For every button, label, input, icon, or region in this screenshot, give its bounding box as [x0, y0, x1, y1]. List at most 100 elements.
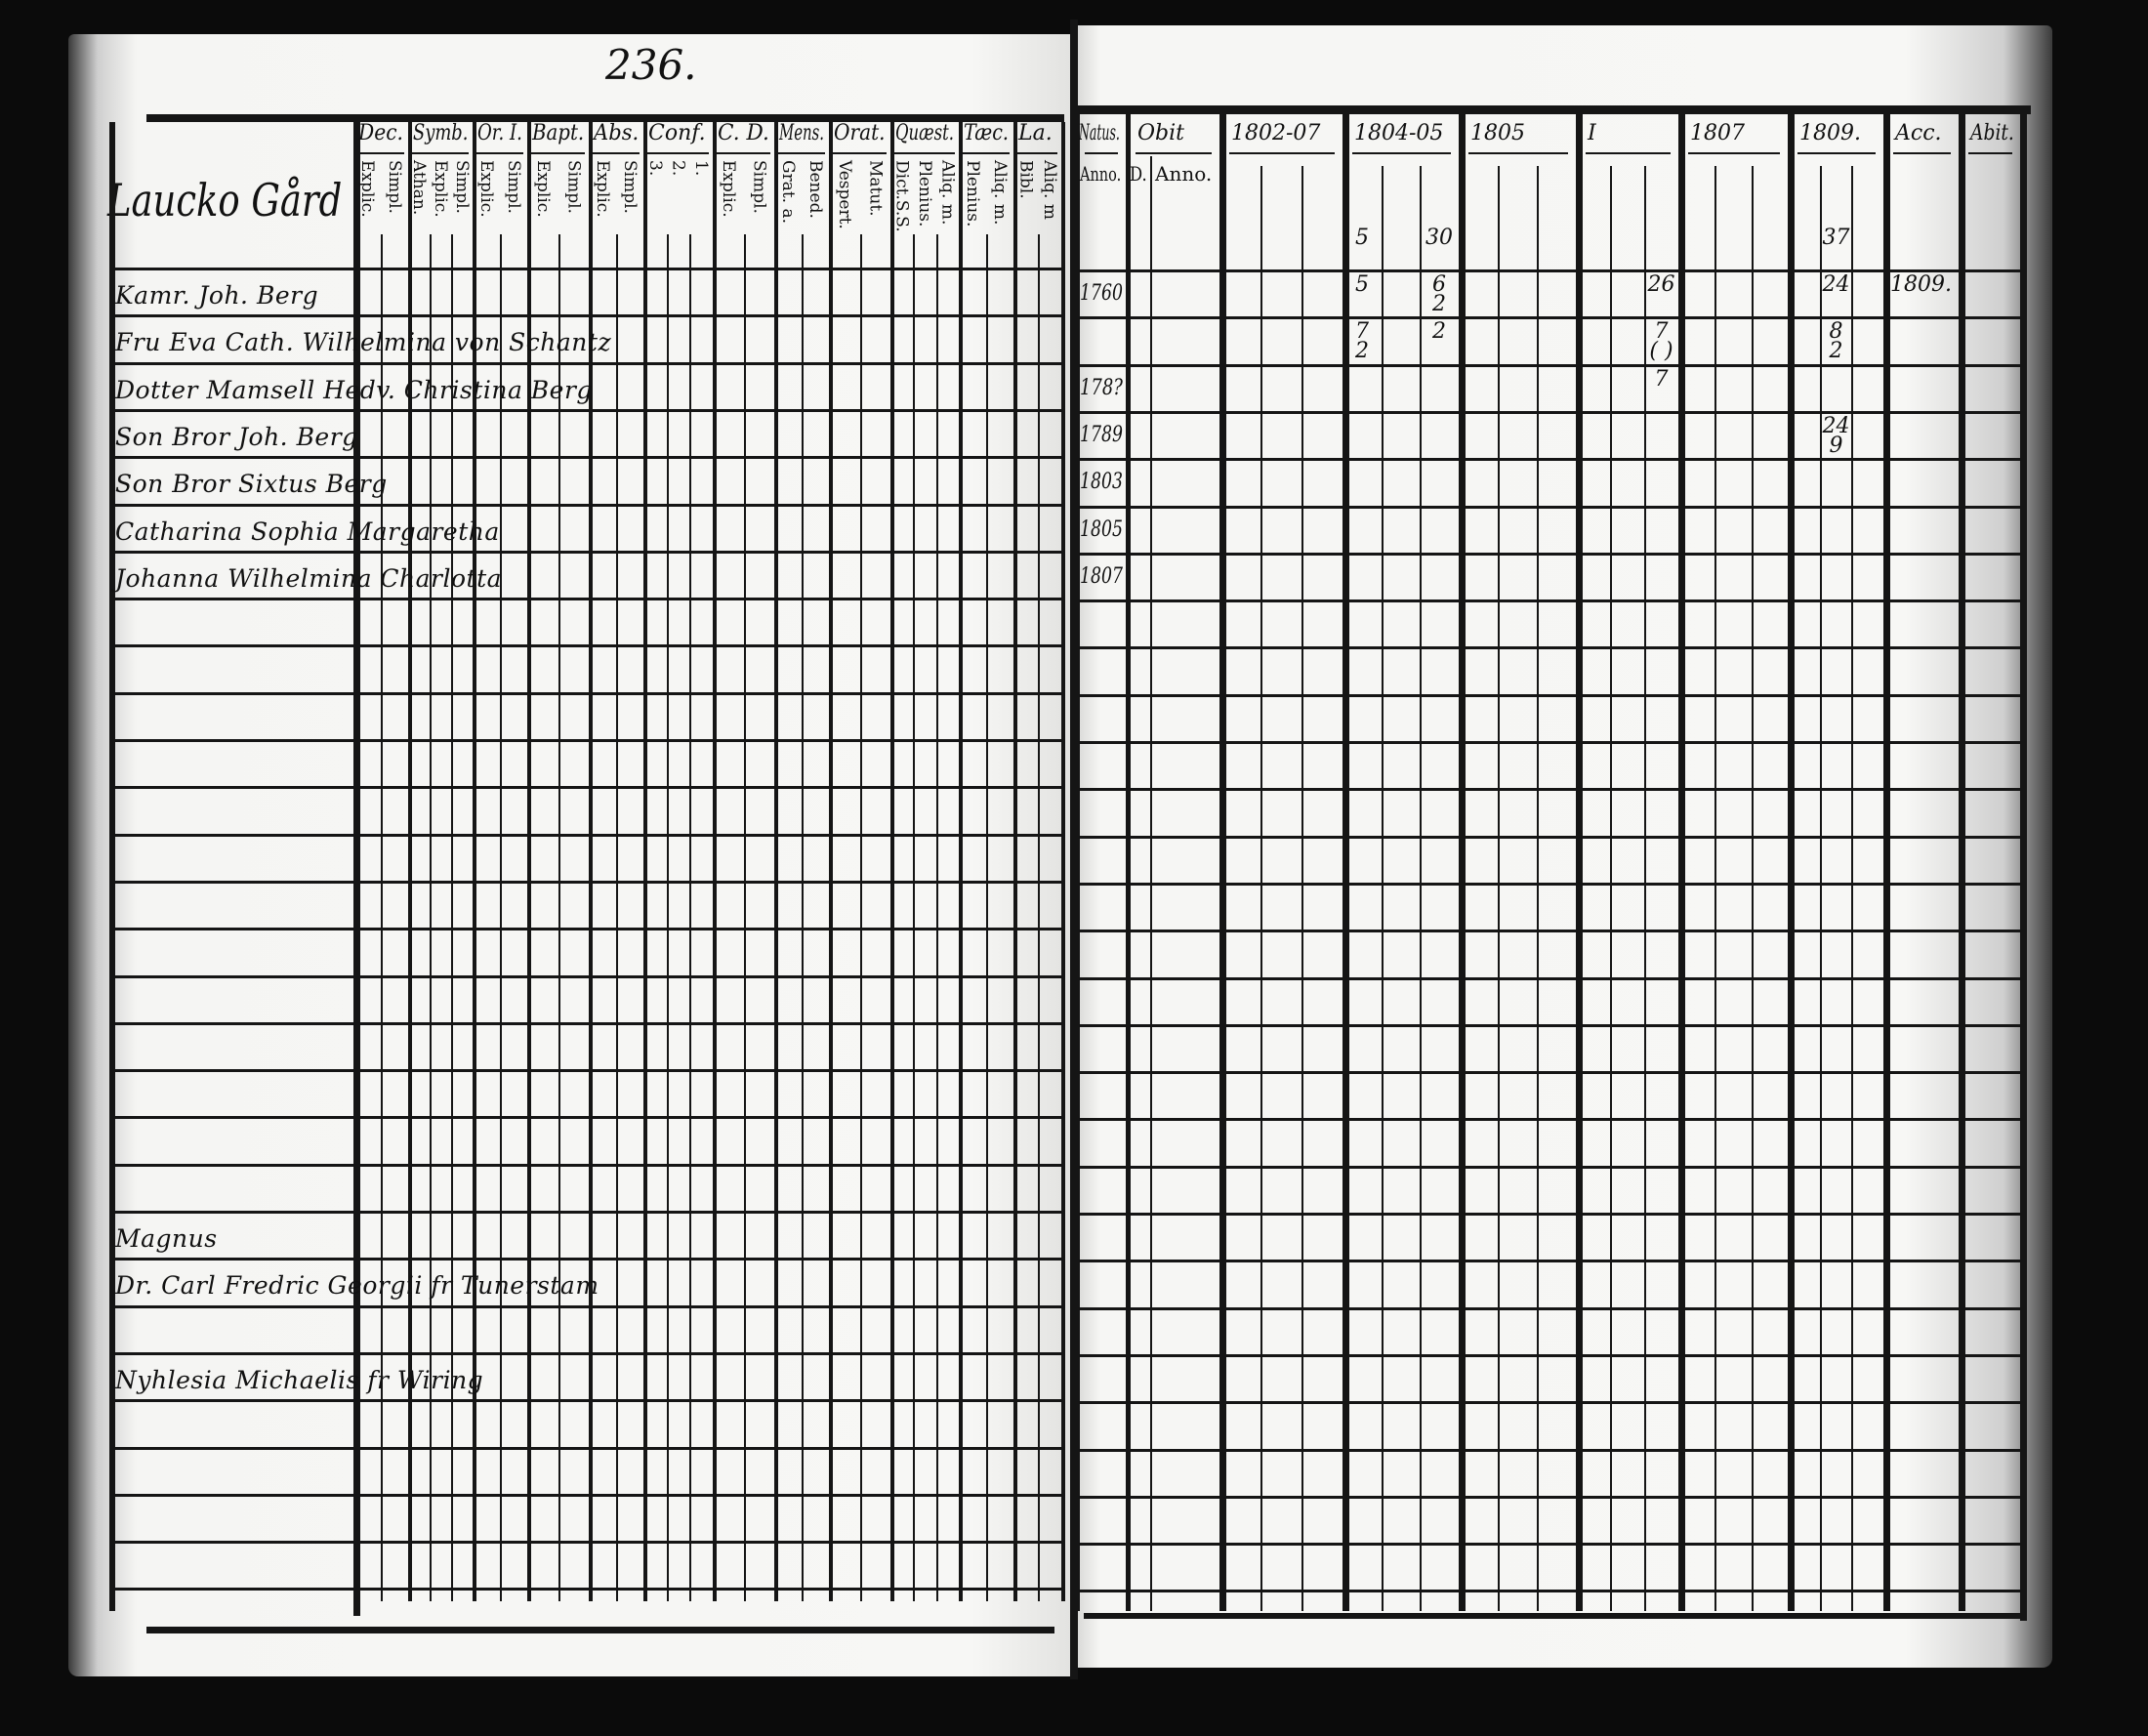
- header-rule: [1075, 105, 2031, 114]
- row-line: [109, 1494, 1061, 1497]
- column-header: Quæst.: [895, 121, 955, 145]
- row-line: [109, 551, 1061, 554]
- person-name: Kamr. Joh. Berg: [115, 281, 319, 310]
- row-line: [109, 975, 1061, 978]
- column-subheader: Dict.S.S.: [891, 160, 912, 232]
- column-header: Conf.: [648, 121, 706, 145]
- header-underline: [476, 152, 523, 154]
- column-header: Mens.: [779, 121, 824, 145]
- sub-column-line: [689, 234, 691, 1601]
- register-entry: 2: [1432, 319, 1446, 344]
- sub-column-line: [936, 234, 938, 1601]
- margin-line: [109, 122, 115, 1611]
- register-entry: 5: [1355, 272, 1369, 297]
- row-line: [1079, 930, 2020, 932]
- sub-column-line: [986, 234, 988, 1601]
- page-number: 236.: [605, 41, 697, 89]
- sub-column-line: [1301, 166, 1303, 1611]
- row-line: [109, 692, 1061, 695]
- column-subheader: Explic.: [357, 160, 377, 218]
- bottom-rule: [146, 1627, 1054, 1633]
- row-line: [109, 644, 1061, 647]
- person-name: Son Bror Joh. Berg: [115, 423, 358, 451]
- column-subheader: Plenius.: [915, 160, 934, 227]
- column-line: [2020, 113, 2027, 1621]
- column-subheader: Simpl.: [620, 160, 640, 214]
- register-entry: 37: [1822, 226, 1850, 250]
- sub-column-line: [744, 234, 746, 1601]
- column-header: 1807: [1690, 121, 1745, 145]
- row-line: [1079, 1260, 2020, 1262]
- column-subheader: Athan.: [409, 160, 429, 216]
- column-header: Or. I.: [477, 121, 522, 145]
- register-entry: 30: [1425, 226, 1453, 250]
- column-header: Dec.: [358, 121, 403, 145]
- row-line: [1079, 1166, 2020, 1169]
- farm-name: Laucko Gård: [107, 174, 343, 227]
- column-subheader: Aliq. m: [1039, 160, 1059, 220]
- header-underline: [593, 152, 640, 154]
- person-name: Johanna Wilhelmina Charlotta: [115, 564, 503, 593]
- column-header: Orat.: [834, 121, 886, 145]
- header-underline: [1085, 152, 1118, 154]
- book-gutter: [1070, 20, 1078, 1679]
- column-subheader: Explic.: [532, 160, 553, 218]
- person-name: Magnus: [115, 1224, 218, 1253]
- row-line: [109, 1211, 1061, 1214]
- header-rule: [146, 114, 1064, 122]
- row-line: [1079, 599, 2020, 602]
- sub-column-line: [1038, 234, 1040, 1601]
- column-subheader: Explic.: [718, 160, 738, 218]
- header-underline: [778, 152, 825, 154]
- row-line: [109, 834, 1061, 837]
- sub-column-line: [430, 234, 432, 1601]
- row-line: [109, 1399, 1061, 1402]
- row-line: [109, 362, 1061, 365]
- grid-line: [589, 122, 593, 1601]
- row-line: [1079, 977, 2020, 980]
- person-name: Nyhlesia Michaelis fr Wiring: [115, 1366, 484, 1394]
- sub-column-line: [1382, 166, 1384, 1611]
- grid-line: [774, 122, 778, 1601]
- sub-column-line: [616, 234, 618, 1601]
- bottom-rule: [1084, 1613, 2020, 1619]
- row-line: [109, 881, 1061, 884]
- column-subheader: 3.: [644, 160, 665, 177]
- birth-year: 1760: [1080, 281, 1124, 306]
- grid-line: [890, 122, 894, 1601]
- name-column-line: [353, 122, 360, 1616]
- header-underline: [1352, 152, 1451, 154]
- person-name: Fru Eva Cath. Wilhelmina von Schantz: [115, 328, 612, 356]
- column-header: Natus.: [1079, 121, 1120, 145]
- register-entry: 7 ( ): [1649, 319, 1673, 363]
- row-line: [109, 1305, 1061, 1308]
- row-line: [1079, 316, 2020, 319]
- header-underline: [833, 152, 887, 154]
- row-line: [109, 1352, 1061, 1355]
- sub-column-line: [451, 234, 453, 1601]
- column-subheader: Grat. a.: [778, 160, 798, 225]
- register-entry: 6 2: [1432, 272, 1446, 316]
- row-line: [1079, 458, 2020, 461]
- grid-line: [713, 122, 717, 1601]
- row-line: [1079, 1496, 2020, 1499]
- header-underline: [357, 152, 404, 154]
- row-line: [109, 1164, 1061, 1167]
- column-subheader: Simpl.: [385, 160, 404, 214]
- register-entry: 24: [1822, 272, 1850, 297]
- row-line: [1079, 1307, 2020, 1310]
- grid-line: [829, 122, 833, 1601]
- header-underline: [1468, 152, 1568, 154]
- column-line: [1788, 113, 1795, 1611]
- person-name: Son Bror Sixtus Berg: [115, 470, 388, 498]
- column-header: 1804-05: [1354, 121, 1444, 145]
- column-subheader: Simpl.: [504, 160, 523, 214]
- row-line: [1079, 553, 2020, 556]
- grid-line: [527, 122, 531, 1601]
- header-underline: [1017, 152, 1057, 154]
- row-line: [109, 1258, 1061, 1261]
- row-line: [1079, 1118, 2020, 1121]
- grid-line: [643, 122, 647, 1601]
- header-underline: [412, 152, 469, 154]
- register-entry: 8 2: [1829, 319, 1843, 363]
